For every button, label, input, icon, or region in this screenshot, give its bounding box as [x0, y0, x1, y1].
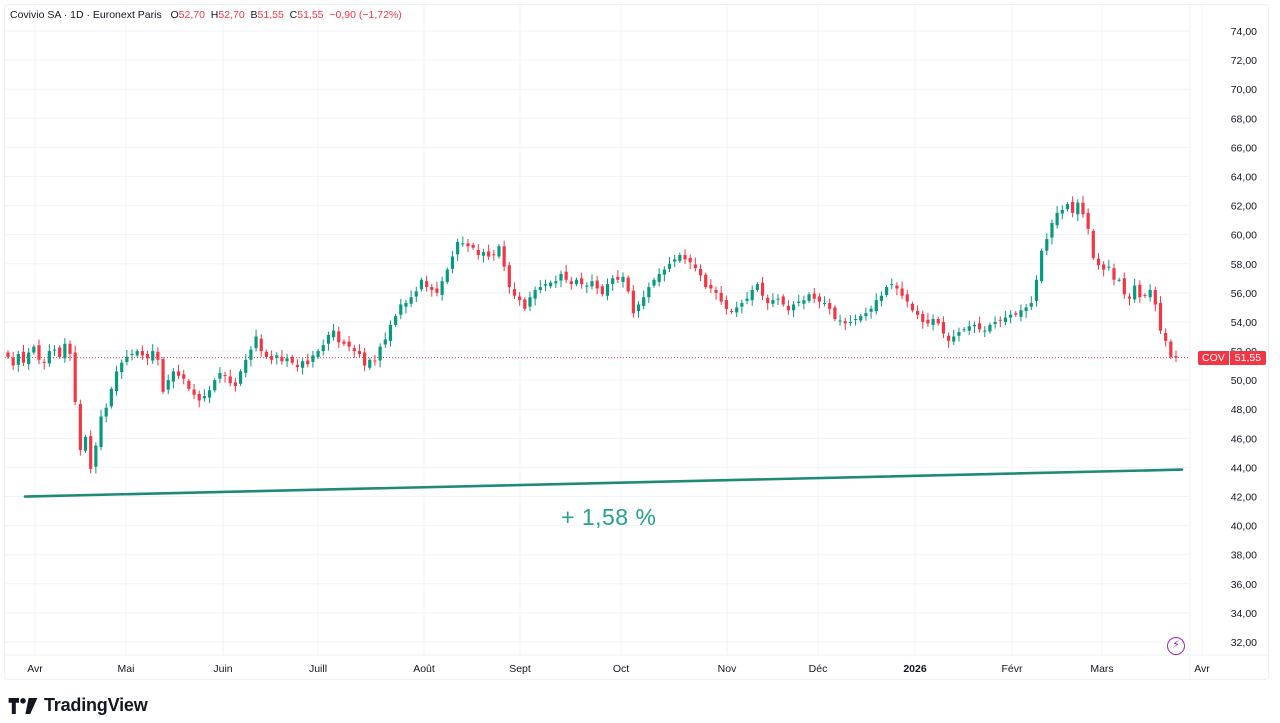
low-value: 51,55 [257, 9, 284, 21]
lightning-bolt-icon[interactable]: ⚡ [1167, 637, 1185, 655]
y-axis-label: 68,00 [1231, 113, 1257, 125]
close-value: 51,55 [297, 9, 324, 21]
trendline[interactable] [23, 468, 1184, 498]
y-axis-label: 36,00 [1231, 579, 1257, 591]
price-tag-symbol: COV [1198, 350, 1229, 365]
y-axis-label: 58,00 [1231, 259, 1257, 271]
x-axis-label: Sept [509, 663, 531, 675]
high-value: 52,70 [218, 9, 245, 21]
x-axis-label: Mars [1090, 663, 1113, 675]
y-axis-label: 50,00 [1231, 375, 1257, 387]
candles [6, 195, 1178, 474]
y-axis-label: 46,00 [1231, 433, 1257, 445]
y-axis-label: 56,00 [1231, 288, 1257, 300]
y-axis-label: 64,00 [1231, 171, 1257, 183]
y-axis-label: 40,00 [1231, 521, 1257, 533]
y-axis-label: 34,00 [1231, 608, 1257, 620]
y-axis-label: 70,00 [1231, 84, 1257, 96]
chart-frame [4, 4, 1269, 680]
tradingview-logo-icon [8, 697, 38, 714]
y-axis-label: 32,00 [1231, 637, 1257, 649]
x-axis-label: Févr [1002, 663, 1024, 675]
y-axis-label: 66,00 [1231, 142, 1257, 154]
x-axis-label: Août [413, 663, 435, 675]
y-axis-label: 54,00 [1231, 317, 1257, 329]
symbol-legend: Covivio SA · 1D · Euronext Paris O52,70 … [10, 9, 402, 21]
x-axis-label: Avr [1194, 663, 1210, 675]
y-axis-label: 74,00 [1231, 26, 1257, 38]
y-axis-label: 72,00 [1231, 55, 1257, 67]
x-axis-label: Déc [809, 663, 828, 675]
tradingview-logo-text: TradingView [44, 695, 148, 715]
y-axis-label: 60,00 [1231, 230, 1257, 242]
x-axis-label: Mai [118, 663, 135, 675]
y-axis-label: 48,00 [1231, 404, 1257, 416]
symbol-title[interactable]: Covivio SA · 1D · Euronext Paris [10, 9, 162, 21]
x-axis-label: 2026 [903, 663, 927, 675]
open-value: 52,70 [178, 9, 205, 21]
y-axis-label: 38,00 [1231, 550, 1257, 562]
y-axis-label: 42,00 [1231, 492, 1257, 504]
price-tag-value: 51,55 [1229, 350, 1267, 365]
x-axis-label: Avr [27, 663, 43, 675]
x-axis-label: Oct [613, 663, 629, 675]
candlestick-chart[interactable]: 74,00 72,00 70,00 68,00 66,00 64,00 62,00 60,00… [0, 0, 1280, 690]
trend-annotation: + 1,58 % [561, 504, 657, 530]
change-value: −0,90 (−1,72%) [329, 9, 402, 21]
y-axis-label: 44,00 [1231, 462, 1257, 474]
x-axis-label: Nov [718, 663, 737, 675]
x-axis-label: Juill [309, 663, 327, 675]
last-price-tag: COV 51,55 [1198, 350, 1267, 365]
y-axis-label: 62,00 [1231, 201, 1257, 213]
x-axis-label: Juin [213, 663, 232, 675]
tradingview-logo[interactable]: TradingView [8, 695, 148, 716]
